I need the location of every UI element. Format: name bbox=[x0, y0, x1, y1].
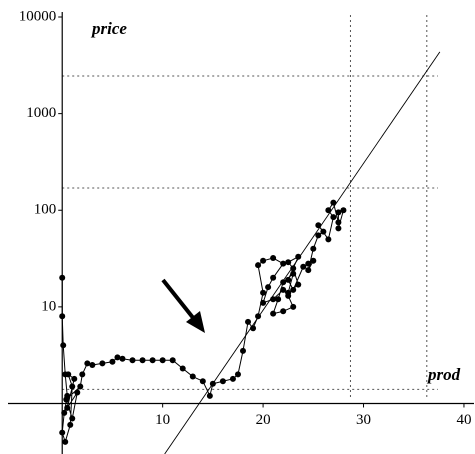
data-point bbox=[129, 357, 136, 364]
data-point bbox=[295, 253, 302, 260]
data-point bbox=[310, 257, 317, 264]
data-point bbox=[99, 360, 106, 367]
data-point bbox=[280, 308, 287, 315]
data-point bbox=[320, 228, 327, 235]
data-point bbox=[280, 260, 287, 267]
data-point bbox=[300, 263, 307, 270]
data-point bbox=[109, 358, 116, 365]
data-point bbox=[280, 286, 287, 293]
data-point bbox=[295, 281, 302, 288]
y-tick-label: 100 bbox=[34, 202, 57, 218]
data-point bbox=[260, 289, 267, 296]
x-tick-label: 30 bbox=[356, 412, 371, 428]
data-point bbox=[285, 289, 292, 296]
data-point bbox=[65, 371, 72, 378]
data-point bbox=[275, 296, 282, 303]
data-point bbox=[67, 421, 74, 428]
data-point bbox=[335, 225, 342, 232]
trend-line bbox=[164, 51, 441, 454]
data-point bbox=[71, 375, 78, 382]
data-point bbox=[310, 245, 317, 252]
data-point bbox=[169, 357, 176, 364]
data-point bbox=[255, 262, 262, 269]
data-point bbox=[280, 279, 287, 286]
data-point bbox=[59, 274, 66, 281]
data-point bbox=[315, 232, 322, 239]
data-point bbox=[159, 357, 166, 364]
data-point bbox=[330, 199, 337, 206]
arrow bbox=[161, 278, 205, 333]
data-line bbox=[61, 201, 345, 444]
data-point bbox=[189, 373, 196, 380]
data-point bbox=[325, 236, 332, 243]
data-point bbox=[119, 355, 126, 362]
data-point bbox=[199, 378, 206, 385]
data-point bbox=[64, 404, 71, 411]
data-point bbox=[290, 270, 297, 277]
data-point bbox=[335, 219, 342, 226]
data-point bbox=[149, 357, 156, 364]
data-point bbox=[77, 383, 84, 390]
data-point bbox=[260, 299, 267, 306]
data-point bbox=[245, 318, 252, 325]
data-point bbox=[305, 260, 312, 267]
data-point bbox=[260, 257, 267, 264]
data-point bbox=[270, 310, 277, 317]
data-point bbox=[290, 286, 297, 293]
data-point bbox=[270, 296, 277, 303]
x-tick-label: 40 bbox=[456, 412, 471, 428]
data-point bbox=[206, 392, 213, 399]
data-point bbox=[240, 347, 246, 354]
data-point bbox=[250, 325, 257, 332]
data-point bbox=[84, 360, 91, 367]
data-point bbox=[265, 284, 272, 291]
y-axis-title: price bbox=[90, 19, 127, 38]
x-tick-label: 20 bbox=[256, 412, 271, 428]
data-point bbox=[69, 415, 76, 422]
data-point bbox=[74, 389, 81, 396]
data-point bbox=[89, 362, 96, 369]
data-point bbox=[61, 409, 68, 416]
data-point bbox=[219, 378, 226, 385]
data-point bbox=[335, 209, 342, 216]
data-point bbox=[62, 438, 69, 445]
data-point bbox=[270, 255, 277, 262]
data-point bbox=[315, 222, 322, 229]
data-point bbox=[255, 313, 262, 320]
data-point bbox=[63, 396, 70, 403]
data-point bbox=[229, 375, 236, 382]
data-point bbox=[234, 371, 241, 378]
data-point bbox=[305, 267, 312, 274]
x-axis-title: prod bbox=[426, 365, 461, 384]
data-point bbox=[270, 274, 277, 281]
data-point bbox=[325, 207, 332, 214]
data-point bbox=[179, 365, 186, 372]
data-point bbox=[340, 207, 347, 214]
data-point bbox=[139, 357, 146, 364]
data-point bbox=[60, 342, 67, 349]
data-point bbox=[79, 371, 86, 378]
data-point bbox=[330, 214, 337, 221]
data-point bbox=[285, 276, 292, 283]
data-point bbox=[209, 380, 216, 387]
data-point bbox=[69, 383, 76, 390]
data-point bbox=[285, 259, 292, 266]
y-tick-label: 10000 bbox=[19, 8, 57, 24]
y-tick-label: 1000 bbox=[26, 105, 56, 121]
y-tick-label: 10 bbox=[41, 298, 56, 314]
x-tick-label: 10 bbox=[155, 412, 170, 428]
data-point bbox=[59, 429, 66, 436]
data-point bbox=[114, 354, 121, 361]
data-point bbox=[59, 313, 66, 320]
data-point bbox=[290, 303, 297, 310]
data-point bbox=[290, 265, 297, 272]
